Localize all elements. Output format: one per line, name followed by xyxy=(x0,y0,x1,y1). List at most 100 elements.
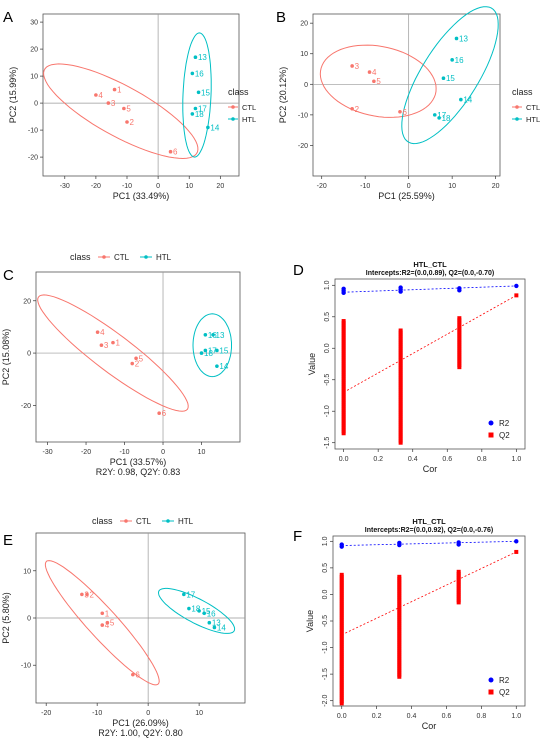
q2-marker xyxy=(341,416,346,421)
q2-marker xyxy=(398,338,403,343)
q2-marker xyxy=(339,662,344,667)
q2-marker xyxy=(397,666,402,671)
q2-marker xyxy=(339,621,344,626)
confidence-ellipse-ctl xyxy=(43,63,199,160)
point-label: 2 xyxy=(89,590,94,599)
legend-entry: HTL xyxy=(242,115,256,124)
point-label: 18 xyxy=(195,110,204,119)
q2-marker xyxy=(397,597,402,602)
q2-marker xyxy=(341,347,346,352)
confidence-ellipse-ctl xyxy=(319,44,437,118)
data-point-ctl xyxy=(94,93,98,97)
legend-marker xyxy=(102,255,106,259)
x-tick-label: 0.2 xyxy=(372,713,382,720)
x-tick-label: 0.8 xyxy=(476,713,486,720)
q2-marker xyxy=(339,695,344,700)
chart-title: HTL_CTL xyxy=(412,517,446,526)
x-axis-label: PC1 (25.59%) xyxy=(378,191,435,201)
data-point-htl xyxy=(182,592,186,597)
q2-marker xyxy=(397,582,402,587)
data-point-htl xyxy=(206,125,210,130)
q2-marker xyxy=(339,658,344,663)
q2-marker xyxy=(398,381,403,386)
q2-marker xyxy=(398,395,403,400)
q2-marker xyxy=(339,674,344,679)
x-tick-label: 0.4 xyxy=(407,713,417,720)
x-tick-label: 0.4 xyxy=(408,456,418,463)
q2-marker xyxy=(339,583,344,588)
point-label: 4 xyxy=(372,68,377,77)
q2-marker xyxy=(339,578,344,583)
q2-marker xyxy=(339,631,344,636)
q2-marker xyxy=(341,374,346,379)
chart-subtitle: Intercepts:R2=(0.0,0.89), Q2=(0.0,-0.70) xyxy=(366,270,494,277)
q2-marker xyxy=(398,387,403,392)
point-label: 3 xyxy=(84,590,89,599)
q2-marker xyxy=(397,670,402,675)
legend-entry: CTL xyxy=(114,253,130,262)
q2-marker xyxy=(397,621,402,626)
data-point-ctl xyxy=(122,106,126,111)
y-tick-label: 10 xyxy=(30,74,38,81)
q2-marker xyxy=(398,393,403,398)
q2-marker xyxy=(397,593,402,598)
data-point-htl xyxy=(207,620,212,625)
point-label: 18 xyxy=(204,349,213,358)
q2-marker xyxy=(341,337,346,342)
q2-marker xyxy=(397,607,402,612)
panel-letter: E xyxy=(3,532,13,549)
legend-entry: R2 xyxy=(499,419,510,428)
x-tick-label: -10 xyxy=(119,449,129,456)
q2-marker xyxy=(397,638,402,643)
x-tick-label: 0.6 xyxy=(442,456,452,463)
plot-frame xyxy=(332,535,526,707)
legend-marker xyxy=(488,677,494,683)
q2-marker xyxy=(341,335,346,340)
q2-marker xyxy=(341,363,346,368)
data-point-htl xyxy=(459,97,463,102)
x-tick-label: -30 xyxy=(42,449,52,456)
q2-marker xyxy=(457,365,462,370)
x-tick-label: 0 xyxy=(156,183,160,190)
x-tick-label: 0 xyxy=(407,183,411,190)
q2-marker xyxy=(397,589,402,594)
point-label: 14 xyxy=(217,623,226,632)
q2-marker xyxy=(397,633,402,638)
q2-marker xyxy=(341,394,346,399)
legend-marker xyxy=(231,117,235,121)
q2-marker xyxy=(397,650,402,655)
legend-title: class xyxy=(228,87,249,97)
x-axis-label: PC1 (26.09%) xyxy=(112,718,169,728)
q2-marker xyxy=(341,327,346,332)
data-point-ctl xyxy=(100,623,105,627)
q2-marker xyxy=(398,391,403,396)
data-point-htl xyxy=(199,351,204,355)
data-point-ctl xyxy=(350,106,354,111)
y-tick-label: -1.5 xyxy=(324,437,331,449)
q2-marker xyxy=(339,629,344,634)
q2-marker xyxy=(341,386,346,391)
q2-marker xyxy=(457,359,462,364)
y-tick-label: 20 xyxy=(300,21,308,28)
fit-line-q2 xyxy=(341,551,517,636)
chart-title: HTL_CTL xyxy=(413,260,447,269)
y-tick-label: -0.5 xyxy=(322,615,329,627)
q2-marker xyxy=(398,414,403,419)
q2-marker xyxy=(398,385,403,390)
q2-marker xyxy=(398,330,403,335)
data-point-htl xyxy=(196,90,201,95)
q2-marker xyxy=(457,324,462,329)
q2-marker xyxy=(339,670,344,675)
q2-marker xyxy=(341,396,346,401)
data-point-htl xyxy=(190,71,195,76)
legend-marker xyxy=(166,519,170,523)
q2-marker xyxy=(456,571,461,576)
x-tick-label: 10 xyxy=(448,183,456,190)
data-point-ctl xyxy=(106,101,111,105)
q2-marker xyxy=(397,656,402,661)
point-label: 6 xyxy=(162,409,167,418)
q2-marker xyxy=(339,597,344,602)
q2-marker xyxy=(398,367,403,372)
r2-marker xyxy=(341,286,346,291)
q2-marker xyxy=(398,440,403,445)
